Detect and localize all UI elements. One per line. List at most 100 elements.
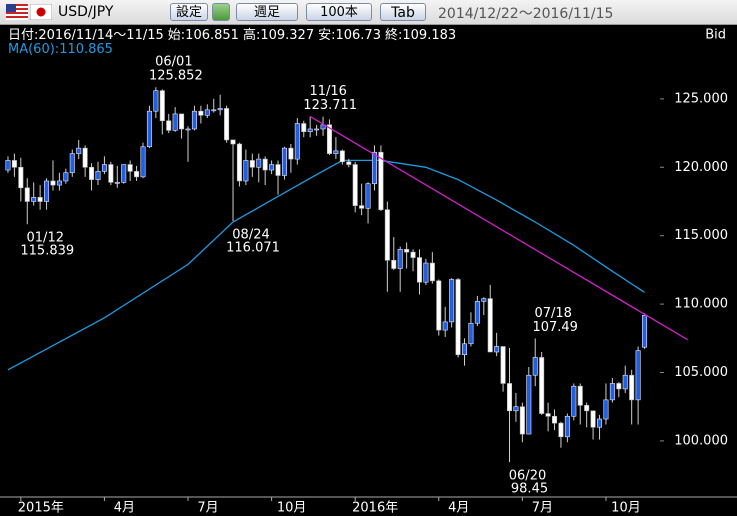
candle-body: [468, 322, 474, 345]
candle-body: [127, 164, 133, 172]
candle-body: [436, 280, 442, 331]
ma-label-text: MA(60):: [8, 42, 59, 57]
candle-body: [179, 113, 185, 130]
candle-body: [191, 110, 197, 130]
y-tick-label: 110.000: [674, 297, 728, 312]
annotation-date: 07/18: [534, 306, 571, 321]
candle-body: [159, 90, 165, 122]
settings-button[interactable]: 設定: [170, 3, 208, 21]
candle-body: [50, 180, 56, 186]
candle-body: [378, 151, 384, 210]
candle-body: [365, 183, 371, 209]
candle-body: [371, 151, 377, 185]
annotation-date: 01/12: [27, 231, 64, 246]
info-label: 始:: [168, 28, 185, 43]
info-date: 日付:2016/11/14～11/15: [8, 28, 164, 43]
candle-body: [410, 251, 416, 258]
annotation-value: 116.071: [226, 241, 280, 256]
candle-body: [442, 321, 448, 331]
candle-body: [301, 123, 307, 133]
candle-body: [5, 160, 11, 171]
candle-body: [76, 147, 82, 154]
candle-body: [339, 150, 345, 163]
period-button[interactable]: 週足: [236, 3, 298, 21]
candle-body: [359, 205, 365, 209]
candle-body: [211, 109, 217, 112]
candle-body: [63, 172, 69, 182]
candle-body: [423, 262, 429, 283]
annotation-date: 06/20: [509, 469, 546, 484]
candle-body: [539, 357, 545, 414]
count-button[interactable]: 100本: [306, 3, 372, 21]
candle-body: [429, 262, 435, 282]
toolbar: USD/JPY 設定 週足 100本 Tab 2014/12/22～2016/1…: [0, 0, 737, 25]
candle-body: [37, 197, 43, 202]
annotation-date: 11/16: [309, 84, 346, 99]
candle-body: [455, 279, 461, 356]
candle-body: [262, 158, 268, 171]
info-label: 終:: [385, 27, 402, 43]
candle-body: [307, 128, 313, 133]
candle-body: [44, 180, 50, 202]
x-tick-label: 2015年: [18, 501, 64, 516]
candle-body: [224, 108, 230, 141]
annotation-value: 123.711: [303, 98, 357, 113]
info-label: 高:: [243, 27, 260, 43]
candle-body: [552, 415, 558, 424]
candle-body: [584, 405, 590, 412]
pair[interactable]: USD/JPY: [58, 4, 114, 20]
info-value: 109.183: [402, 28, 456, 43]
annotation-value: 115.839: [20, 244, 74, 259]
x-tick-label: 10月: [277, 501, 307, 516]
candle-body: [603, 399, 609, 420]
candle-body: [89, 166, 95, 180]
y-tick-label: 100.000: [674, 433, 728, 448]
annotation-date: 06/01: [155, 55, 192, 70]
candle-body: [108, 164, 114, 183]
candle-body: [590, 410, 596, 428]
candle-body: [461, 343, 467, 356]
annotation-value: 125.852: [149, 69, 203, 84]
candle-body: [95, 171, 101, 180]
candle-body: [204, 109, 210, 116]
x-tick-label: 4月: [448, 501, 469, 516]
info-value: 106.73: [335, 28, 381, 43]
candle-body: [230, 139, 236, 145]
y-tick-label: 120.000: [674, 160, 728, 175]
candle-body: [629, 374, 635, 401]
candle-body: [558, 422, 564, 438]
tab-button[interactable]: Tab: [380, 3, 426, 21]
calc-button[interactable]: [212, 3, 230, 21]
candle-body: [269, 164, 275, 171]
candle-body: [416, 257, 422, 283]
candle-body: [56, 180, 62, 186]
ma-label: MA(60):110.865: [8, 42, 113, 57]
annotation-value: 98.45: [511, 482, 548, 497]
candle-body: [114, 182, 120, 184]
ma-value: 110.865: [59, 42, 113, 57]
candle-body: [121, 164, 127, 183]
candle-body: [545, 413, 551, 417]
candle-body: [571, 385, 577, 417]
candle-body: [577, 385, 583, 406]
info-value: 109.327: [260, 28, 314, 43]
candle-body: [326, 124, 332, 154]
trend-line: [309, 115, 688, 341]
candle-body: [564, 415, 570, 438]
candle-body: [288, 147, 294, 160]
jp-flag: [30, 4, 52, 20]
x-tick-label: 2016年: [352, 501, 398, 516]
info-line: 日付:2016/11/14～11/15 始:106.851 高:109.327 安:1…: [8, 27, 456, 43]
annotation-value: 107.49: [532, 320, 578, 335]
info-value: 106.851: [185, 28, 239, 43]
candle-body: [642, 314, 648, 348]
candle-body: [635, 350, 641, 401]
candle-body: [243, 160, 249, 182]
candle-body: [507, 383, 513, 412]
candle-body: [256, 158, 262, 168]
ma-line: [7, 159, 645, 371]
candle-body: [346, 161, 352, 165]
candle-body: [352, 164, 358, 206]
chart: 日付:2016/11/14～11/15 始:106.851 高:109.327 安:1…: [0, 27, 737, 516]
candle-body: [294, 123, 300, 160]
